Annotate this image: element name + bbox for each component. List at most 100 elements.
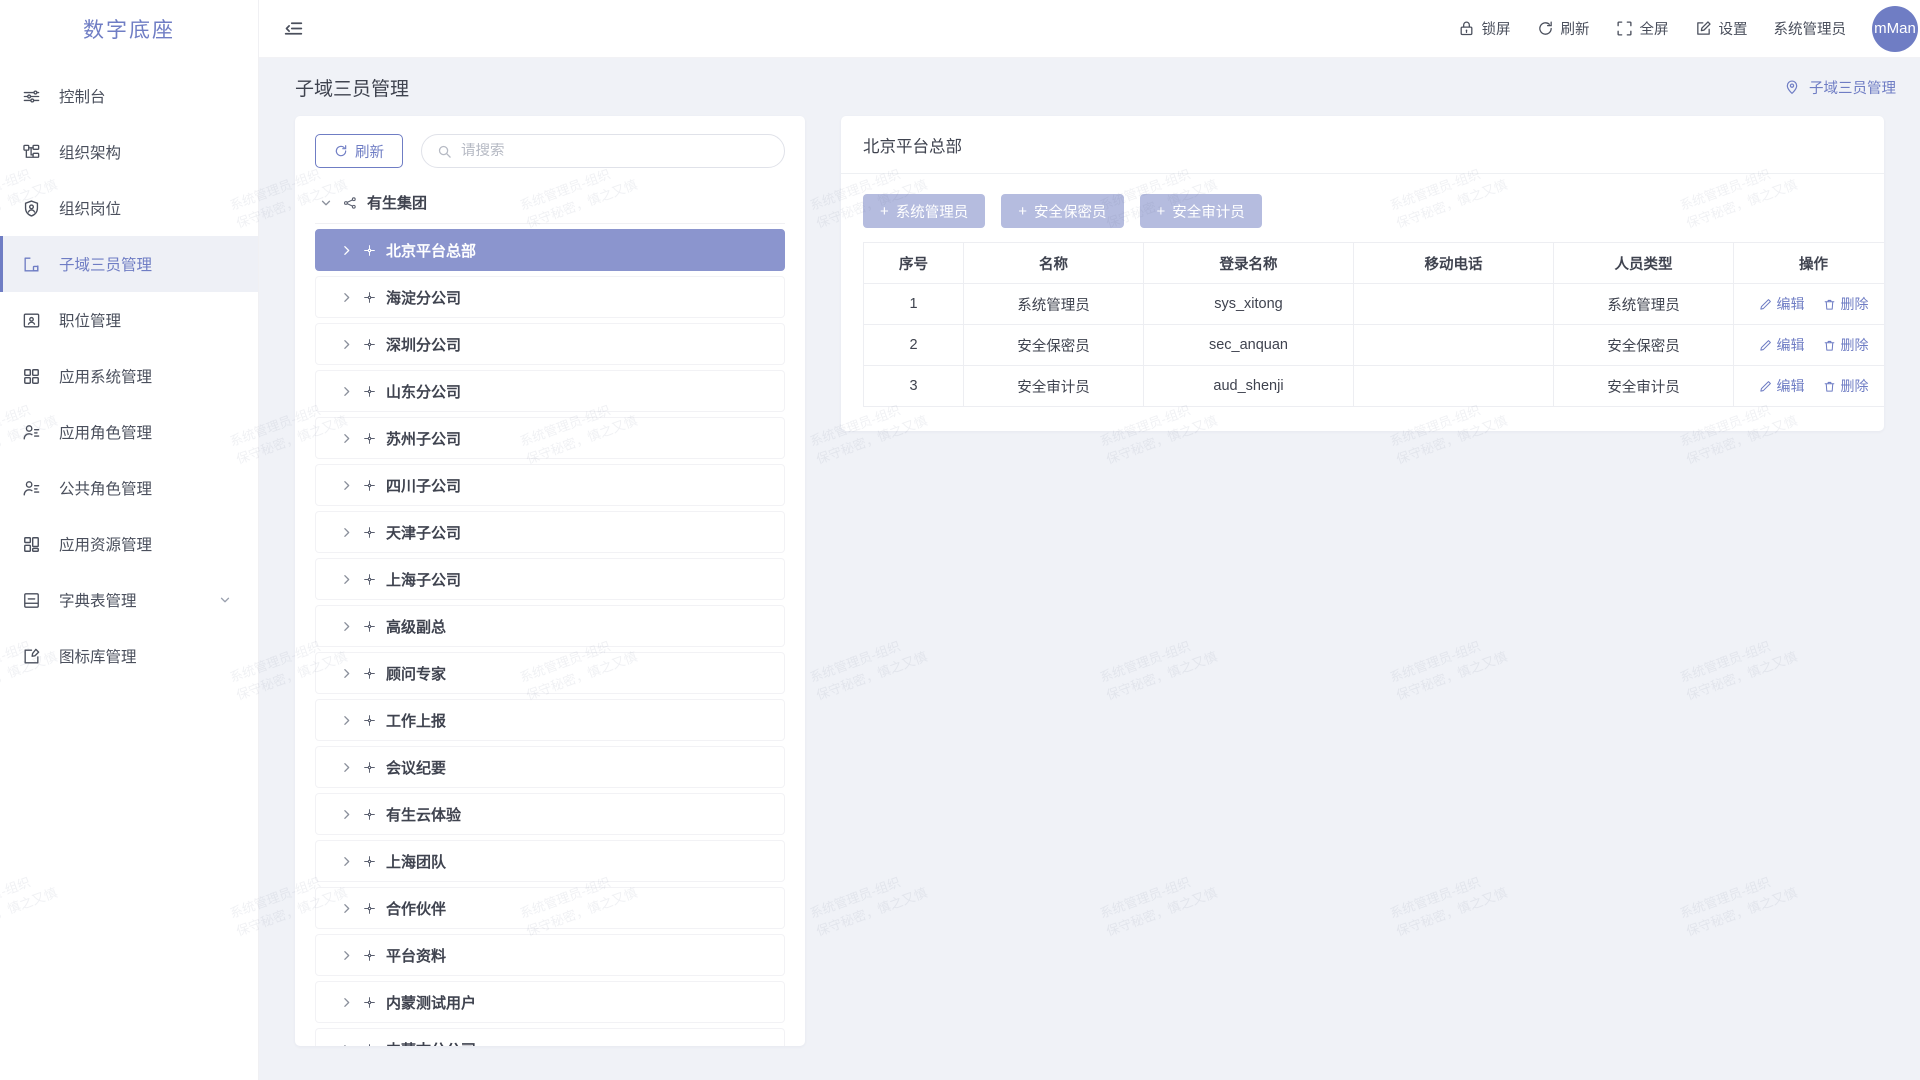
table-head: 序号 名称 登录名称 移动电话 人员类型 操作: [863, 242, 1884, 284]
sidebar-item-console[interactable]: 控制台: [0, 68, 258, 124]
add-system-admin-button[interactable]: + 系统管理员: [863, 194, 986, 228]
trash-icon: [1823, 339, 1836, 352]
tree-node[interactable]: 山东分公司: [315, 370, 785, 412]
settings-edit-icon: [1695, 20, 1712, 37]
tree-node[interactable]: 平台资料: [315, 934, 785, 976]
book-icon: [22, 591, 41, 610]
topbar: 锁屏 刷新 全屏: [259, 0, 1920, 58]
tree-root-node[interactable]: 有生集团: [315, 182, 785, 224]
tree-node[interactable]: 天津子公司: [315, 511, 785, 553]
edit-button[interactable]: 编辑: [1759, 335, 1805, 355]
tree-scroll-area[interactable]: 有生集团 北京平台总部 海淀分公司 深圳分公司 山东分公司 苏州子公司 四川子公…: [295, 182, 805, 1046]
menu-fold-icon[interactable]: [283, 18, 304, 39]
tree-node[interactable]: 北京平台总部: [315, 229, 785, 271]
chevron-right-icon[interactable]: [340, 667, 353, 680]
tree-node-label: 会议纪要: [386, 759, 447, 777]
chevron-right-icon[interactable]: [340, 996, 353, 1009]
brand-title: 数字底座: [83, 19, 175, 42]
tree-node[interactable]: 会议纪要: [315, 746, 785, 788]
chevron-right-icon[interactable]: [340, 338, 353, 351]
sidebar-item-icon-library-management[interactable]: 图标库管理: [0, 628, 258, 684]
delete-button[interactable]: 删除: [1823, 335, 1869, 355]
image-edit-icon: [22, 647, 41, 666]
sidebar-item-app-system-management[interactable]: 应用系统管理: [0, 348, 258, 404]
chevron-right-icon[interactable]: [340, 714, 353, 727]
sidebar-item-org-position[interactable]: 组织岗位: [0, 180, 258, 236]
cell-type: 系统管理员: [1553, 283, 1734, 325]
sidebar-item-subdomain-three-admins[interactable]: 子域三员管理: [0, 236, 258, 292]
tree-node[interactable]: 苏州子公司: [315, 417, 785, 459]
tree-node-label: 高级副总: [386, 618, 447, 636]
sidebar-item-public-role-management[interactable]: 公共角色管理: [0, 460, 258, 516]
chevron-right-icon[interactable]: [340, 761, 353, 774]
sidebar-item-label: 应用角色管理: [59, 425, 153, 442]
add-security-officer-button[interactable]: + 安全保密员: [1001, 194, 1124, 228]
chevron-down-icon[interactable]: [218, 593, 232, 607]
lock-screen-button[interactable]: 锁屏: [1458, 18, 1511, 39]
tree-node-label: 海淀分公司: [386, 289, 462, 307]
chevron-right-icon[interactable]: [340, 855, 353, 868]
sidebar-item-app-resource-management[interactable]: 应用资源管理: [0, 516, 258, 572]
tree-node[interactable]: 上海子公司: [315, 558, 785, 600]
tree-node[interactable]: 内蒙古分公司: [315, 1028, 785, 1046]
tree-node[interactable]: 海淀分公司: [315, 276, 785, 318]
table-row[interactable]: 1 系统管理员 sys_xitong 系统管理员: [863, 283, 1884, 325]
chevron-right-icon[interactable]: [340, 1043, 353, 1046]
chevron-right-icon[interactable]: [340, 479, 353, 492]
tree-node[interactable]: 上海团队: [315, 840, 785, 882]
delete-label: 删除: [1840, 296, 1869, 312]
delete-button[interactable]: 删除: [1823, 376, 1869, 396]
chevron-right-icon[interactable]: [340, 526, 353, 539]
tree-search-wrap[interactable]: [421, 134, 785, 168]
tree-node[interactable]: 有生云体验: [315, 793, 785, 835]
current-user-name[interactable]: 系统管理员: [1773, 22, 1847, 38]
refresh-icon: [1537, 20, 1554, 37]
tree-node[interactable]: 高级副总: [315, 605, 785, 647]
table-row[interactable]: 2 安全保密员 sec_anquan 安全保密员: [863, 324, 1884, 366]
tree-node-label: 上海团队: [386, 853, 447, 871]
tree-node[interactable]: 顾问专家: [315, 652, 785, 694]
tree-refresh-button[interactable]: 刷新: [315, 134, 403, 168]
grid-apps-icon: [22, 367, 41, 386]
chevron-right-icon[interactable]: [340, 291, 353, 304]
tree-node-label: 平台资料: [386, 947, 447, 965]
tree-node[interactable]: 深圳分公司: [315, 323, 785, 365]
chevron-right-icon[interactable]: [340, 385, 353, 398]
chevron-right-icon[interactable]: [340, 949, 353, 962]
delete-label: 删除: [1840, 337, 1869, 353]
node-icon: [363, 855, 376, 868]
search-input[interactable]: [461, 143, 769, 159]
sidebar-item-job-management[interactable]: 职位管理: [0, 292, 258, 348]
chevron-right-icon[interactable]: [340, 573, 353, 586]
tree-node[interactable]: 合作伙伴: [315, 887, 785, 929]
chevron-right-icon[interactable]: [340, 244, 353, 257]
panels: 刷新: [259, 116, 1920, 1080]
table-row[interactable]: 3 安全审计员 aud_shenji 安全审计员: [863, 365, 1884, 407]
node-icon: [363, 385, 376, 398]
chevron-right-icon[interactable]: [340, 808, 353, 821]
tree-node-label: 四川子公司: [386, 477, 462, 495]
chevron-right-icon[interactable]: [340, 620, 353, 633]
add-security-auditor-button[interactable]: + 安全审计员: [1139, 194, 1262, 228]
node-icon: [363, 996, 376, 1009]
node-icon: [363, 808, 376, 821]
chevron-right-icon[interactable]: [340, 432, 353, 445]
refresh-button[interactable]: 刷新: [1537, 18, 1590, 39]
chevron-right-icon[interactable]: [340, 902, 353, 915]
tree-node[interactable]: 内蒙测试用户: [315, 981, 785, 1023]
tree-node[interactable]: 工作上报: [315, 699, 785, 741]
avatar[interactable]: mMan: [1872, 5, 1918, 52]
sidebar-item-app-role-management[interactable]: 应用角色管理: [0, 404, 258, 460]
chevron-down-icon[interactable]: [319, 196, 333, 210]
settings-button[interactable]: 设置: [1695, 18, 1748, 39]
node-icon: [363, 244, 376, 257]
edit-button[interactable]: 编辑: [1759, 376, 1805, 396]
delete-button[interactable]: 删除: [1823, 294, 1869, 314]
edit-button[interactable]: 编辑: [1759, 294, 1805, 314]
fullscreen-button[interactable]: 全屏: [1616, 18, 1669, 39]
location-pin-icon: [1784, 79, 1800, 95]
breadcrumb: 子域三员管理: [1784, 77, 1896, 98]
sidebar-item-dictionary-management[interactable]: 字典表管理: [0, 572, 258, 628]
tree-node[interactable]: 四川子公司: [315, 464, 785, 506]
sidebar-item-org-structure[interactable]: 组织架构: [0, 124, 258, 180]
